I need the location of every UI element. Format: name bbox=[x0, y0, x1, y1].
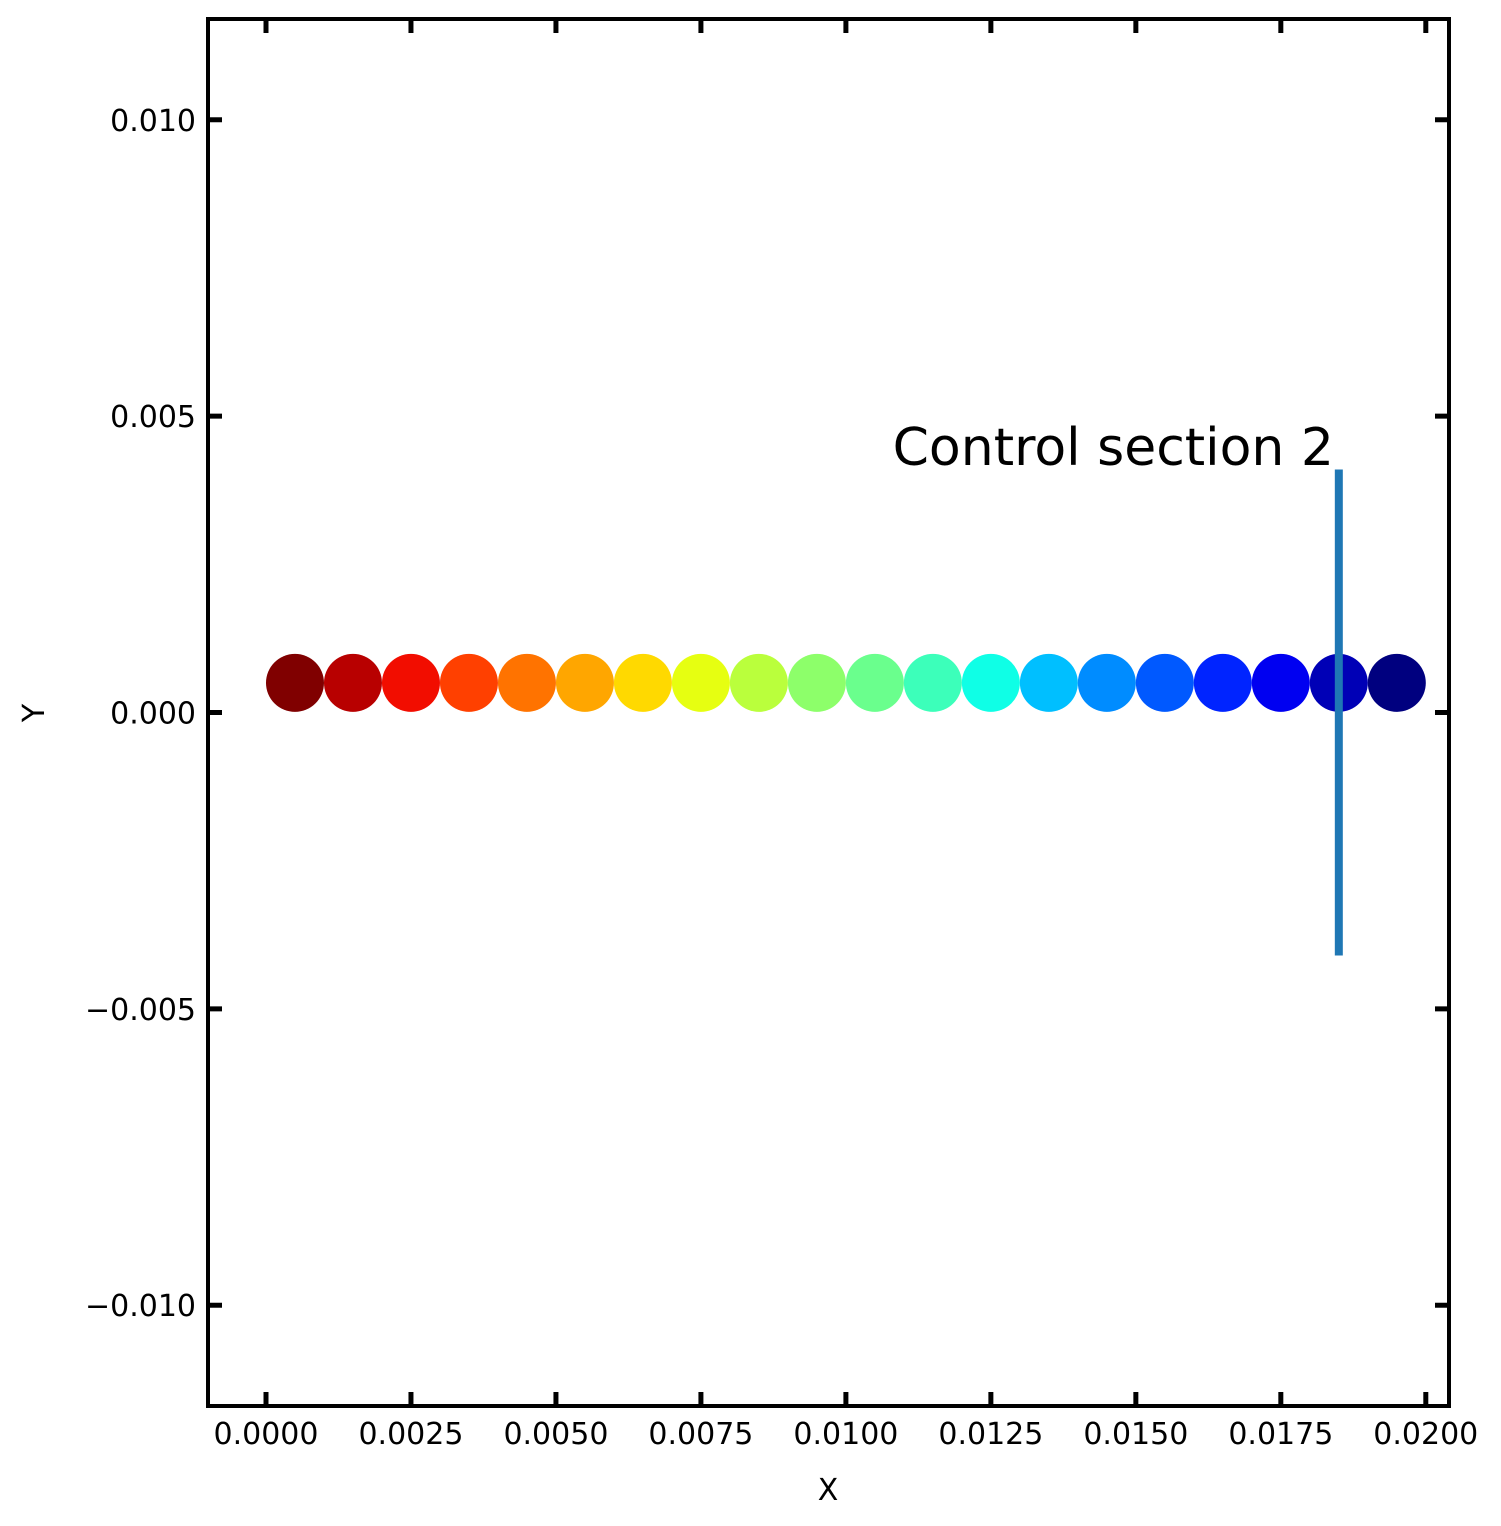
data-point bbox=[1019, 653, 1078, 712]
plot-area-border bbox=[206, 17, 1451, 1408]
data-point bbox=[497, 653, 556, 712]
x-tick-label: 0.0050 bbox=[503, 1417, 608, 1452]
control-section-annotation: Control section 2 bbox=[893, 418, 1334, 478]
x-tick-label: 0.0000 bbox=[213, 1417, 318, 1452]
data-point bbox=[845, 653, 904, 712]
data-point bbox=[381, 653, 440, 712]
x-tick-label: 0.0125 bbox=[938, 1417, 1043, 1452]
x-tick-label: 0.0100 bbox=[793, 1417, 898, 1452]
data-point bbox=[961, 653, 1020, 712]
chart-marks bbox=[265, 653, 1426, 712]
data-point bbox=[1077, 653, 1136, 712]
data-point bbox=[613, 653, 672, 712]
x-tick-label: 0.0075 bbox=[648, 1417, 753, 1452]
data-point bbox=[903, 653, 962, 712]
data-point bbox=[323, 653, 382, 712]
x-tick-label: 0.0200 bbox=[1373, 1417, 1478, 1452]
data-point bbox=[265, 653, 324, 712]
y-tick-label: 0.010 bbox=[110, 104, 196, 139]
y-tick-label: −0.010 bbox=[85, 1289, 196, 1324]
x-tick-label: 0.0150 bbox=[1083, 1417, 1188, 1452]
x-axis-label: X bbox=[818, 1473, 839, 1508]
x-tick-label: 0.0175 bbox=[1228, 1417, 1333, 1452]
data-point bbox=[439, 653, 498, 712]
y-tick-label: 0.000 bbox=[110, 697, 196, 732]
data-point bbox=[1135, 653, 1194, 712]
data-point bbox=[729, 653, 788, 712]
y-tick-label: −0.005 bbox=[85, 993, 196, 1028]
y-axis-label: Y bbox=[17, 703, 52, 723]
plot-frame bbox=[206, 17, 1451, 1408]
data-point bbox=[1193, 653, 1252, 712]
data-point bbox=[1251, 653, 1310, 712]
data-point bbox=[1367, 653, 1426, 712]
y-tick-label: 0.005 bbox=[110, 400, 196, 435]
x-tick-label: 0.0025 bbox=[358, 1417, 463, 1452]
data-point bbox=[671, 653, 730, 712]
axis-ticks: 0.0000 0.0025 0.0050 0.0075 0.0100 0.0125 0.01… bbox=[85, 19, 1478, 1452]
data-point bbox=[555, 653, 614, 712]
data-point bbox=[787, 653, 846, 712]
